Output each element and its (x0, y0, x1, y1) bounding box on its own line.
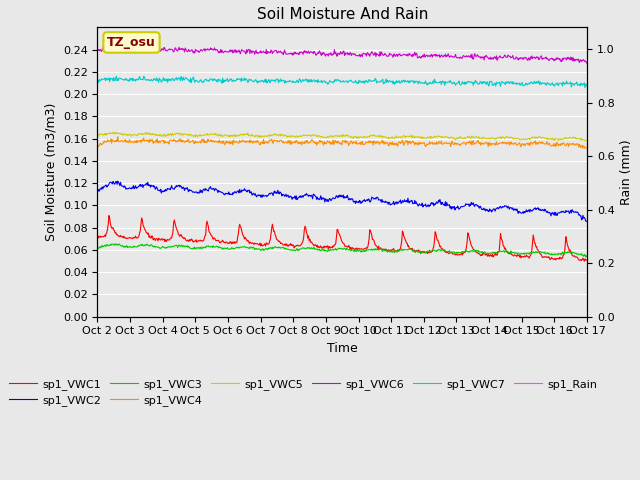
sp1_VWC3 (583, 253, 591, 259)
sp1_VWC2 (203, 187, 211, 193)
sp1_VWC6 (402, 52, 410, 58)
sp1_VWC4 (417, 140, 424, 145)
sp1_VWC7 (113, 73, 120, 79)
sp1_VWC4 (203, 140, 211, 145)
sp1_VWC5 (203, 131, 211, 136)
sp1_VWC3 (93, 245, 101, 251)
Y-axis label: Rain (mm): Rain (mm) (620, 139, 633, 205)
sp1_VWC5 (417, 133, 424, 139)
sp1_VWC2 (402, 198, 410, 204)
sp1_VWC7 (417, 80, 424, 85)
sp1_VWC4 (581, 145, 589, 151)
sp1_VWC6 (107, 43, 115, 49)
sp1_VWC5 (154, 132, 161, 138)
sp1_VWC5 (402, 134, 410, 140)
sp1_VWC2 (582, 218, 590, 224)
Line: sp1_VWC4: sp1_VWC4 (97, 137, 587, 148)
sp1_VWC2 (417, 202, 424, 208)
sp1_VWC2 (102, 182, 110, 188)
Line: sp1_VWC2: sp1_VWC2 (97, 181, 587, 221)
sp1_VWC1 (583, 257, 591, 263)
sp1_VWC3 (402, 247, 410, 252)
sp1_Rain (102, 314, 110, 320)
sp1_VWC1 (229, 240, 237, 246)
X-axis label: Time: Time (327, 342, 358, 355)
sp1_VWC3 (154, 244, 161, 250)
sp1_VWC5 (109, 130, 117, 135)
sp1_VWC6 (102, 46, 110, 52)
Text: TZ_osu: TZ_osu (107, 36, 156, 49)
sp1_VWC1 (417, 248, 424, 254)
sp1_VWC2 (114, 178, 122, 184)
sp1_VWC6 (583, 60, 591, 66)
sp1_VWC1 (93, 232, 101, 238)
sp1_VWC3 (111, 241, 119, 247)
sp1_VWC6 (203, 47, 211, 53)
sp1_VWC2 (154, 186, 161, 192)
sp1_VWC2 (583, 218, 591, 224)
sp1_VWC1 (102, 231, 110, 237)
Line: sp1_VWC1: sp1_VWC1 (97, 216, 587, 261)
Y-axis label: Soil Moisture (m3/m3): Soil Moisture (m3/m3) (44, 103, 57, 241)
Legend: sp1_VWC1, sp1_VWC2, sp1_VWC3, sp1_VWC4, sp1_VWC5, sp1_VWC6, sp1_VWC7, sp1_Rain: sp1_VWC1, sp1_VWC2, sp1_VWC3, sp1_VWC4, … (4, 374, 602, 410)
sp1_VWC4 (402, 137, 410, 143)
sp1_Rain (401, 314, 409, 320)
sp1_VWC4 (93, 141, 101, 147)
sp1_VWC7 (102, 75, 110, 81)
sp1_Rain (415, 314, 423, 320)
sp1_VWC7 (229, 78, 237, 84)
sp1_VWC1 (402, 238, 410, 244)
sp1_VWC5 (229, 132, 237, 138)
sp1_Rain (583, 314, 591, 320)
sp1_VWC1 (154, 236, 161, 242)
sp1_VWC4 (102, 139, 110, 144)
sp1_VWC6 (93, 48, 101, 54)
sp1_VWC2 (93, 190, 101, 196)
sp1_VWC7 (583, 84, 591, 89)
sp1_VWC5 (102, 131, 110, 136)
Line: sp1_VWC6: sp1_VWC6 (97, 46, 587, 63)
sp1_VWC6 (154, 47, 161, 52)
sp1_VWC1 (105, 213, 113, 218)
sp1_VWC7 (93, 78, 101, 84)
sp1_VWC3 (582, 254, 589, 260)
sp1_VWC7 (154, 78, 161, 84)
Line: sp1_VWC5: sp1_VWC5 (97, 132, 587, 141)
sp1_VWC6 (417, 54, 424, 60)
sp1_VWC7 (402, 79, 410, 84)
sp1_VWC1 (203, 218, 211, 224)
sp1_VWC3 (417, 249, 424, 254)
sp1_VWC3 (102, 243, 110, 249)
sp1_VWC4 (154, 136, 161, 142)
sp1_VWC4 (114, 134, 122, 140)
sp1_VWC6 (229, 50, 237, 56)
sp1_VWC3 (229, 245, 237, 251)
sp1_VWC2 (229, 190, 237, 195)
sp1_VWC3 (203, 243, 211, 249)
sp1_Rain (202, 314, 210, 320)
Line: sp1_VWC7: sp1_VWC7 (97, 76, 587, 88)
sp1_Rain (93, 314, 101, 320)
sp1_VWC7 (203, 78, 211, 84)
sp1_Rain (153, 314, 161, 320)
sp1_Rain (228, 314, 236, 320)
sp1_VWC4 (229, 142, 237, 148)
sp1_VWC7 (581, 85, 589, 91)
Line: sp1_VWC3: sp1_VWC3 (97, 244, 587, 257)
sp1_VWC4 (583, 144, 591, 150)
sp1_VWC5 (93, 132, 101, 138)
sp1_VWC5 (583, 138, 591, 144)
sp1_VWC1 (580, 258, 588, 264)
Title: Soil Moisture And Rain: Soil Moisture And Rain (257, 7, 428, 22)
